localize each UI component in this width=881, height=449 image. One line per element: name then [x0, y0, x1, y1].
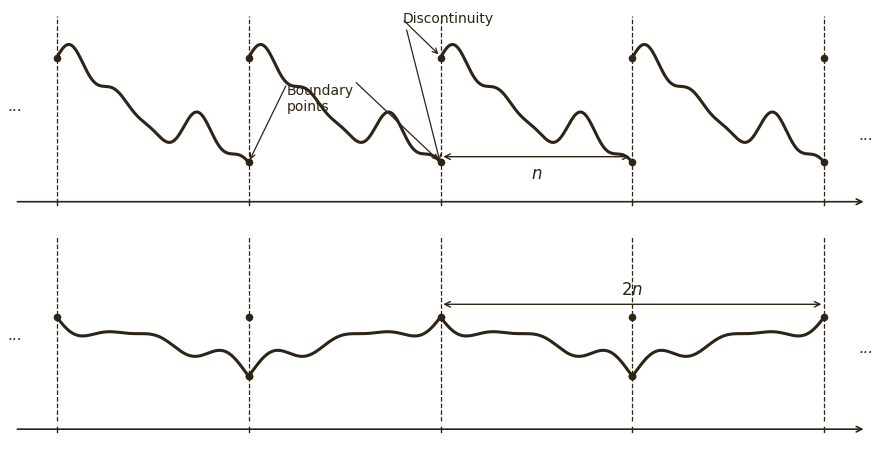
- Text: ...: ...: [8, 101, 22, 114]
- Text: Boundary
points: Boundary points: [287, 84, 354, 114]
- Text: Discontinuity: Discontinuity: [402, 12, 493, 26]
- Text: ...: ...: [859, 128, 873, 143]
- Text: $2n$: $2n$: [621, 281, 643, 299]
- Text: $n$: $n$: [530, 165, 542, 183]
- Text: ...: ...: [8, 329, 22, 343]
- Text: ...: ...: [859, 342, 873, 356]
